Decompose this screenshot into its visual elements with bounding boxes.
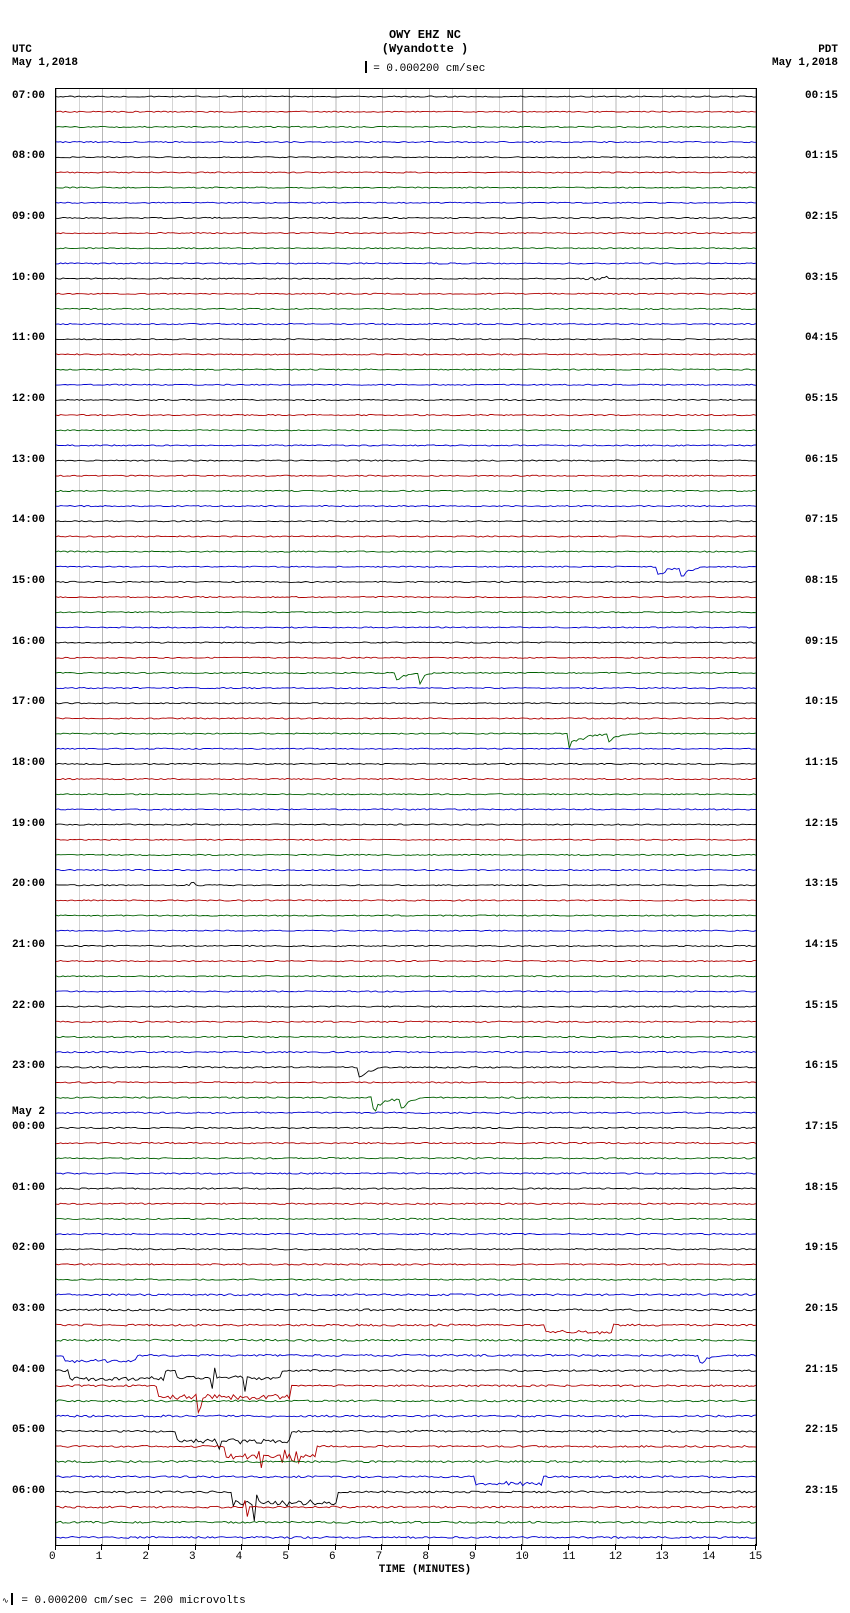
- x-axis-label: TIME (MINUTES): [0, 1564, 850, 1576]
- utc-hour-label: 18:00: [12, 757, 45, 769]
- utc-hour-label: 15:00: [12, 575, 45, 587]
- pdt-hour-label: 08:15: [805, 575, 838, 587]
- x-tick-label: 5: [282, 1551, 289, 1563]
- pdt-hour-label: 01:15: [805, 150, 838, 162]
- utc-hour-label: 05:00: [12, 1424, 45, 1436]
- x-tick-label: 9: [469, 1551, 476, 1563]
- title-line2: (Wyandotte ): [382, 42, 468, 56]
- utc-hour-label: 02:00: [12, 1242, 45, 1254]
- pdt-hour-label: 20:15: [805, 1303, 838, 1315]
- x-tick: [241, 1544, 242, 1550]
- utc-hour-label: 19:00: [12, 818, 45, 830]
- x-tick-label: 12: [609, 1551, 622, 1563]
- pdt-hour-label: 22:15: [805, 1424, 838, 1436]
- x-tick-label: 4: [236, 1551, 243, 1563]
- utc-hour-label: 23:00: [12, 1060, 45, 1072]
- utc-hour-label: 07:00: [12, 90, 45, 102]
- x-tick-label: 11: [562, 1551, 575, 1563]
- scale-indicator: = 0.000200 cm/sec: [0, 62, 850, 75]
- pdt-hour-label: 17:15: [805, 1121, 838, 1133]
- pdt-hour-label: 13:15: [805, 878, 838, 890]
- x-tick: [55, 1544, 56, 1550]
- date-marker: May 2: [12, 1106, 45, 1118]
- pdt-hour-label: 03:15: [805, 272, 838, 284]
- pdt-hour-label: 04:15: [805, 332, 838, 344]
- pdt-hour-label: 19:15: [805, 1242, 838, 1254]
- utc-hour-label: 20:00: [12, 878, 45, 890]
- pdt-hour-label: 06:15: [805, 454, 838, 466]
- pdt-hour-label: 10:15: [805, 696, 838, 708]
- x-tick-label: 2: [142, 1551, 149, 1563]
- utc-hour-label: 11:00: [12, 332, 45, 344]
- utc-hour-label: 06:00: [12, 1485, 45, 1497]
- utc-hour-label: 22:00: [12, 1000, 45, 1012]
- x-tick: [428, 1544, 429, 1550]
- chart-title: OWY EHZ NC (Wyandotte ): [0, 28, 850, 56]
- x-tick-label: 6: [329, 1551, 336, 1563]
- pdt-hour-label: 23:15: [805, 1485, 838, 1497]
- seismogram-svg: [56, 89, 756, 1545]
- x-tick-label: 7: [376, 1551, 383, 1563]
- pdt-hour-label: 00:15: [805, 90, 838, 102]
- pdt-hour-label: 15:15: [805, 1000, 838, 1012]
- x-tick-label: 0: [49, 1551, 56, 1563]
- x-tick: [288, 1544, 289, 1550]
- utc-hour-label: 17:00: [12, 696, 45, 708]
- x-tick: [568, 1544, 569, 1550]
- x-tick: [708, 1544, 709, 1550]
- x-tick: [475, 1544, 476, 1550]
- pdt-hour-label: 12:15: [805, 818, 838, 830]
- utc-hour-label: 14:00: [12, 514, 45, 526]
- utc-hour-label: 00:00: [12, 1121, 45, 1133]
- scale-bar-icon: [365, 61, 367, 73]
- utc-hour-label: 08:00: [12, 150, 45, 162]
- x-tick: [521, 1544, 522, 1550]
- seismogram-plot: [55, 88, 757, 1546]
- utc-hour-label: 12:00: [12, 393, 45, 405]
- utc-hour-label: 16:00: [12, 636, 45, 648]
- seismogram-container: UTC May 1,2018 PDT May 1,2018 OWY EHZ NC…: [0, 0, 850, 1613]
- utc-hour-label: 01:00: [12, 1182, 45, 1194]
- pdt-hour-label: 21:15: [805, 1364, 838, 1376]
- footer-text: = 0.000200 cm/sec = 200 microvolts: [21, 1595, 245, 1607]
- x-tick: [335, 1544, 336, 1550]
- x-tick: [615, 1544, 616, 1550]
- x-tick: [101, 1544, 102, 1550]
- utc-hour-label: 13:00: [12, 454, 45, 466]
- pdt-hour-label: 18:15: [805, 1182, 838, 1194]
- pdt-hour-label: 09:15: [805, 636, 838, 648]
- utc-hour-label: 21:00: [12, 939, 45, 951]
- x-tick-label: 8: [422, 1551, 429, 1563]
- utc-hour-label: 09:00: [12, 211, 45, 223]
- footer-scale: ∿ = 0.000200 cm/sec = 200 microvolts: [2, 1594, 246, 1607]
- x-tick: [148, 1544, 149, 1550]
- x-tick-label: 15: [749, 1551, 762, 1563]
- pdt-hour-label: 14:15: [805, 939, 838, 951]
- x-tick: [755, 1544, 756, 1550]
- pdt-hour-label: 07:15: [805, 514, 838, 526]
- title-line1: OWY EHZ NC: [389, 28, 461, 42]
- utc-hour-label: 03:00: [12, 1303, 45, 1315]
- x-tick: [195, 1544, 196, 1550]
- footer-scale-bar-icon: [11, 1593, 13, 1605]
- utc-hour-label: 04:00: [12, 1364, 45, 1376]
- pdt-hour-label: 16:15: [805, 1060, 838, 1072]
- x-tick-label: 1: [96, 1551, 103, 1563]
- pdt-hour-label: 02:15: [805, 211, 838, 223]
- x-tick-label: 14: [702, 1551, 715, 1563]
- x-tick-label: 13: [656, 1551, 669, 1563]
- x-tick-label: 10: [516, 1551, 529, 1563]
- scale-label: = 0.000200 cm/sec: [373, 63, 485, 75]
- x-tick: [381, 1544, 382, 1550]
- utc-hour-label: 10:00: [12, 272, 45, 284]
- x-tick-label: 3: [189, 1551, 196, 1563]
- x-tick: [661, 1544, 662, 1550]
- pdt-hour-label: 05:15: [805, 393, 838, 405]
- pdt-hour-label: 11:15: [805, 757, 838, 769]
